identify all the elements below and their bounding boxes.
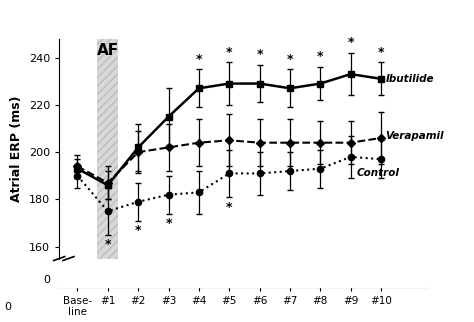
Text: *: * <box>347 36 354 49</box>
Text: Verapamil: Verapamil <box>386 131 444 141</box>
Text: Control: Control <box>357 168 400 178</box>
Text: *: * <box>226 201 233 213</box>
Text: *: * <box>165 217 172 230</box>
Text: *: * <box>196 53 202 66</box>
Text: *: * <box>287 53 293 66</box>
Text: Ibutilide: Ibutilide <box>386 74 434 84</box>
Bar <box>59 265 427 287</box>
Text: AF: AF <box>97 43 119 58</box>
Y-axis label: Atrial ERP (ms): Atrial ERP (ms) <box>10 95 23 202</box>
Text: *: * <box>105 239 111 251</box>
Text: *: * <box>317 51 324 63</box>
Text: *: * <box>256 48 263 61</box>
Bar <box>97 39 118 259</box>
Text: 0: 0 <box>5 302 12 312</box>
Text: *: * <box>135 224 141 237</box>
Text: *: * <box>226 46 233 59</box>
Bar <box>97 265 118 287</box>
Text: *: * <box>378 46 384 59</box>
